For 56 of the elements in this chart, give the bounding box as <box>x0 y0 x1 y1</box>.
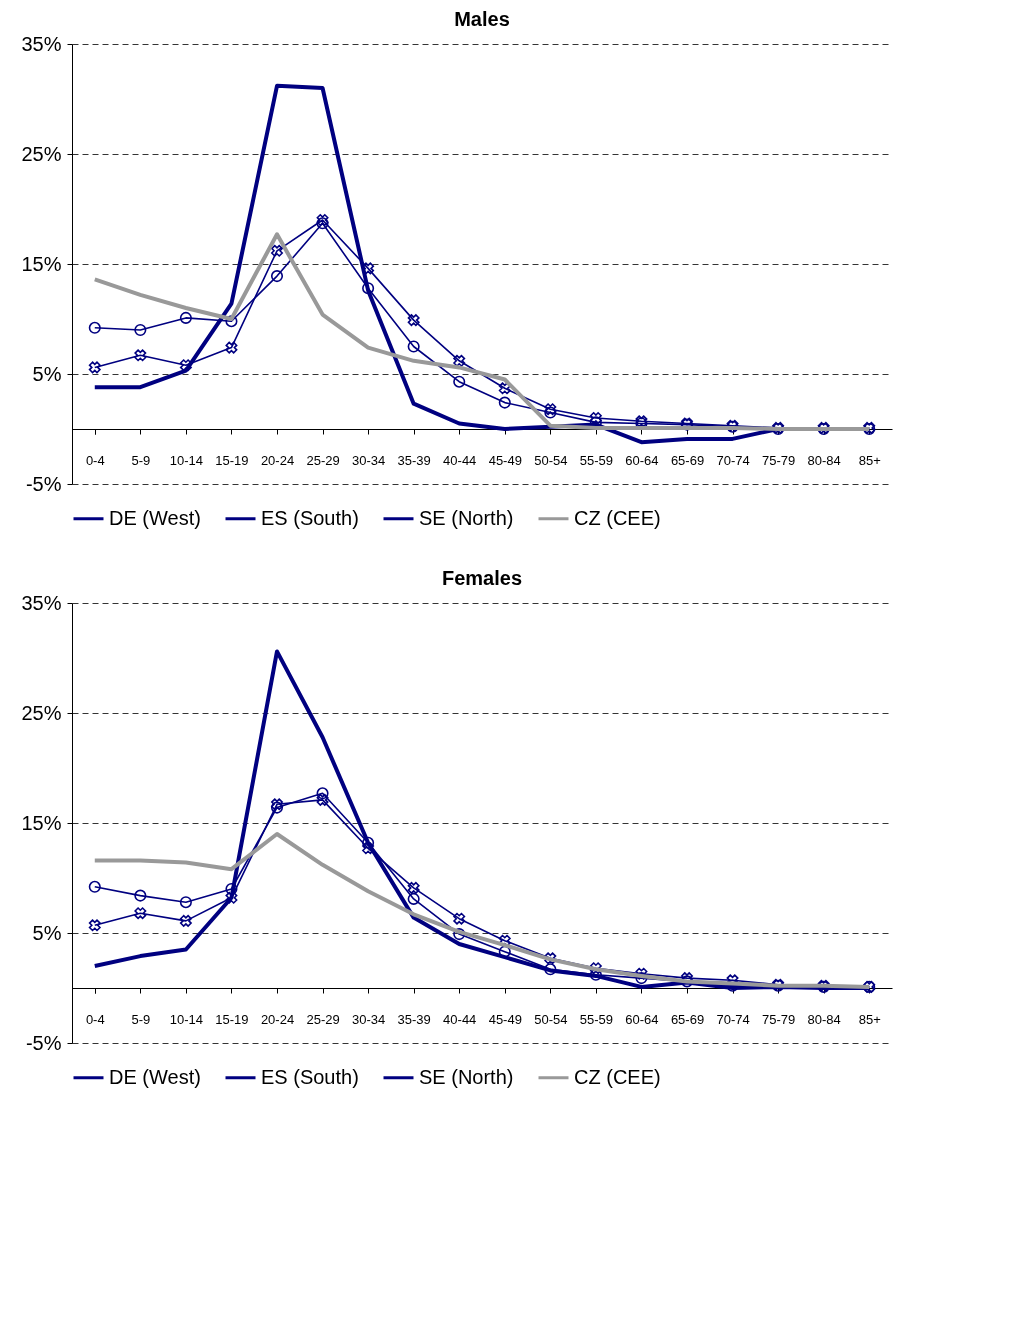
y-tick-label: 35% <box>21 591 62 614</box>
x-tick-label: 45-49 <box>488 452 522 468</box>
x-tick-label: 10-14 <box>169 452 204 468</box>
x-tick-label: 5-9 <box>131 452 151 468</box>
x-tick-label: 25-29 <box>306 1011 340 1027</box>
x-tick-label: 65-69 <box>670 452 705 468</box>
x-tick-label: 35-39 <box>397 452 431 468</box>
x-tick-label: 40-44 <box>443 1011 477 1027</box>
x-tick-label: 50-54 <box>534 452 568 468</box>
chart-title: Males <box>454 8 510 30</box>
x-tick-label: 10-14 <box>169 1011 204 1027</box>
x-tick-label: 60-64 <box>625 1011 659 1027</box>
x-tick-label: 70-74 <box>716 1011 750 1027</box>
x-tick-label: 70-74 <box>716 452 750 468</box>
x-tick-label: 30-34 <box>351 1011 386 1027</box>
x-tick-label: 60-64 <box>625 452 659 468</box>
x-tick-label: 55-59 <box>579 1011 614 1027</box>
y-tick-label: 25% <box>21 701 62 724</box>
legend-label: ES (South) <box>261 1065 359 1088</box>
x-tick-label: 25-29 <box>306 452 340 468</box>
legend-label: SE (North) <box>419 506 514 529</box>
x-tick-label: 20-24 <box>260 452 295 468</box>
legend-label: DE (West) <box>109 506 201 529</box>
x-tick-label: 45-49 <box>488 1011 522 1027</box>
y-tick-label: -5% <box>25 1031 62 1054</box>
x-tick-label: 80-84 <box>807 1011 841 1027</box>
x-tick-label: 35-39 <box>397 1011 431 1027</box>
x-tick-label: 80-84 <box>807 452 841 468</box>
x-tick-label: 85+ <box>858 1011 881 1027</box>
chart-title: Females <box>441 567 523 589</box>
x-tick-label: 5-9 <box>131 1011 151 1027</box>
y-tick-label: 35% <box>21 32 62 55</box>
legend-label: CZ (CEE) <box>574 506 661 529</box>
x-tick-label: 50-54 <box>534 1011 568 1027</box>
x-tick-label: 0-4 <box>85 1011 105 1027</box>
x-tick-label: 75-79 <box>761 452 796 468</box>
y-tick-label: 15% <box>21 811 62 834</box>
x-tick-label: 0-4 <box>85 452 105 468</box>
legend-label: DE (West) <box>109 1065 201 1088</box>
y-tick-label: 15% <box>21 252 62 275</box>
x-tick-label: 15-19 <box>215 1011 249 1027</box>
y-tick-label: 5% <box>32 921 62 944</box>
x-tick-label: 15-19 <box>215 452 249 468</box>
x-tick-label: 85+ <box>858 452 881 468</box>
legend-label: ES (South) <box>261 506 359 529</box>
x-tick-label: 55-59 <box>579 452 614 468</box>
legend-label: SE (North) <box>419 1065 514 1088</box>
x-tick-label: 40-44 <box>443 452 477 468</box>
x-tick-label: 20-24 <box>260 1011 295 1027</box>
x-tick-label: 65-69 <box>670 1011 705 1027</box>
x-tick-label: 75-79 <box>761 1011 796 1027</box>
y-tick-label: 5% <box>32 362 62 385</box>
y-tick-label: -5% <box>25 472 62 495</box>
x-tick-label: 30-34 <box>351 452 386 468</box>
legend-label: CZ (CEE) <box>574 1065 661 1088</box>
y-tick-label: 25% <box>21 142 62 165</box>
